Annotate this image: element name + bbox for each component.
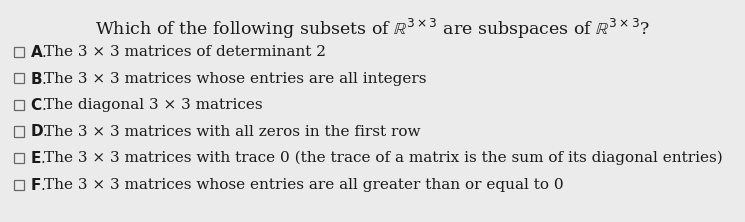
FancyBboxPatch shape (14, 127, 24, 137)
Text: $\mathbf{B}$.: $\mathbf{B}$. (30, 71, 47, 87)
FancyBboxPatch shape (14, 73, 24, 83)
Text: The 3 × 3 matrices of determinant 2: The 3 × 3 matrices of determinant 2 (44, 45, 326, 59)
Text: $\mathbf{F}$.: $\mathbf{F}$. (30, 176, 45, 192)
Text: $\mathbf{A}$.: $\mathbf{A}$. (30, 44, 47, 60)
Text: The 3 × 3 matrices whose entries are all integers: The 3 × 3 matrices whose entries are all… (44, 71, 426, 85)
FancyBboxPatch shape (14, 153, 24, 163)
Text: The 3 × 3 matrices with trace 0 (the trace of a matrix is the sum of its diagona: The 3 × 3 matrices with trace 0 (the tra… (44, 151, 723, 165)
Text: The 3 × 3 matrices with all zeros in the first row: The 3 × 3 matrices with all zeros in the… (44, 125, 420, 139)
Text: $\mathbf{C}$.: $\mathbf{C}$. (30, 97, 47, 113)
Text: Which of the following subsets of $\mathbb{R}^{3\times 3}$ are subspaces of $\ma: Which of the following subsets of $\math… (95, 17, 650, 41)
Text: The diagonal 3 × 3 matrices: The diagonal 3 × 3 matrices (44, 98, 263, 112)
FancyBboxPatch shape (14, 47, 24, 57)
Text: The 3 × 3 matrices whose entries are all greater than or equal to 0: The 3 × 3 matrices whose entries are all… (44, 178, 564, 192)
Text: $\mathbf{D}$.: $\mathbf{D}$. (30, 123, 48, 139)
FancyBboxPatch shape (14, 100, 24, 110)
FancyBboxPatch shape (14, 180, 24, 190)
Text: $\mathbf{E}$.: $\mathbf{E}$. (30, 150, 45, 166)
